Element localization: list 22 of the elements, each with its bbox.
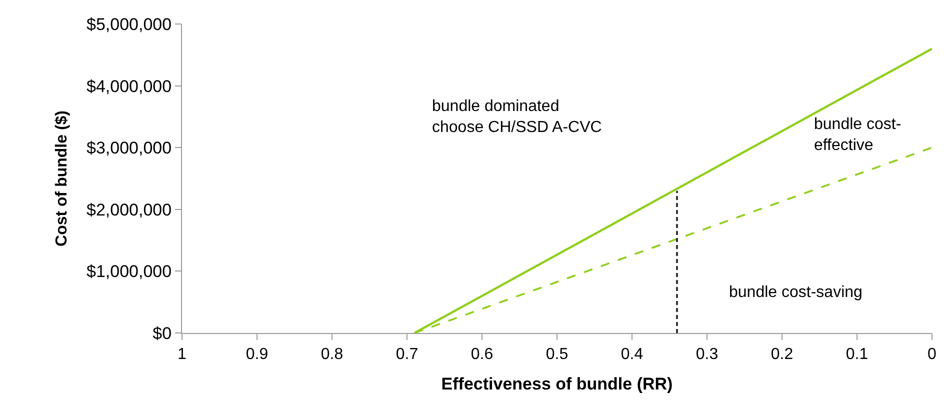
x-tick-label: 0.1 [846, 346, 868, 364]
x-tick-label: 0.2 [770, 346, 794, 364]
x-tick-label: 0 [928, 346, 937, 364]
y-tick-label: $0 [152, 324, 172, 343]
x-axis-title: Effectiveness of bundle (RR) [441, 374, 673, 394]
y-axis-title: Cost of bundle ($) [53, 110, 70, 246]
annotation: bundle cost-saving [729, 284, 862, 301]
x-tick-label: 0.3 [696, 346, 718, 364]
y-tick-label: $5,000,000 [86, 14, 172, 34]
x-tick-label: 0.9 [246, 346, 268, 364]
annotation: bundle dominated choose CH/SSD A-CVC [432, 98, 602, 136]
x-tick-label: 0.8 [320, 346, 344, 364]
y-tick-label: $3,000,000 [86, 138, 172, 158]
y-tick-label: $4,000,000 [86, 76, 172, 96]
x-tick-label: 1 [178, 346, 187, 364]
y-tick-label: $2,000,000 [86, 200, 172, 220]
x-tick-label: 0.6 [470, 346, 494, 364]
x-tick-label: 0.7 [396, 346, 418, 364]
y-tick-label: $1,000,000 [86, 262, 172, 282]
x-tick-label: 0.4 [620, 346, 644, 364]
x-tick-label: 0.5 [546, 346, 568, 364]
annotation: bundle cost- effective [814, 116, 902, 154]
